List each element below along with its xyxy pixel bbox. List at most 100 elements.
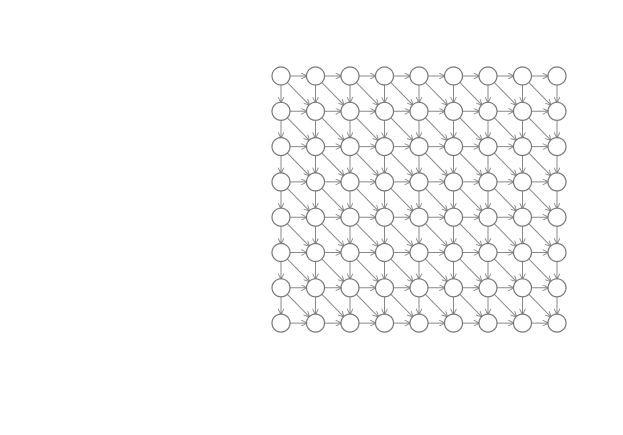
- node: [271, 66, 291, 86]
- node: [374, 313, 395, 333]
- edge: [321, 187, 344, 210]
- node: [443, 101, 464, 121]
- edge: [390, 152, 413, 175]
- node: [443, 278, 464, 298]
- node: [340, 313, 360, 333]
- node: [512, 137, 533, 157]
- node: [443, 172, 464, 192]
- node: [443, 137, 464, 157]
- node: [305, 66, 326, 86]
- node: [409, 66, 429, 86]
- node: [547, 313, 567, 333]
- edge: [286, 82, 309, 104]
- node: [305, 172, 326, 192]
- node: [547, 137, 567, 157]
- edge: [355, 293, 378, 316]
- node: [512, 242, 533, 263]
- node: [478, 242, 498, 263]
- node: [374, 207, 395, 227]
- edge: [321, 152, 344, 175]
- node: [340, 207, 360, 227]
- node: [443, 313, 464, 333]
- node: [340, 101, 360, 121]
- node: [478, 172, 498, 192]
- edge: [459, 187, 482, 210]
- edge: [424, 187, 447, 210]
- node: [478, 66, 498, 86]
- edge: [390, 223, 413, 246]
- edge: [321, 117, 344, 140]
- edge: [528, 152, 551, 175]
- node: [409, 313, 429, 333]
- edge: [424, 293, 447, 316]
- edge: [390, 82, 413, 104]
- node: [512, 207, 533, 227]
- node: [547, 278, 567, 298]
- node: [305, 101, 326, 121]
- edge: [355, 117, 378, 140]
- node: [340, 66, 360, 86]
- edge: [459, 82, 482, 104]
- edge: [286, 117, 309, 140]
- edge: [390, 258, 413, 281]
- node: [547, 242, 567, 263]
- node: [409, 207, 429, 227]
- edge: [459, 152, 482, 175]
- edge: [528, 223, 551, 246]
- edge: [390, 187, 413, 210]
- node: [443, 242, 464, 263]
- node: [409, 101, 429, 121]
- edge: [321, 82, 344, 104]
- node: [443, 66, 464, 86]
- node: [271, 137, 291, 157]
- edge: [528, 82, 551, 104]
- node: [478, 313, 498, 333]
- node: [340, 172, 360, 192]
- node: [305, 207, 326, 227]
- edge: [355, 223, 378, 246]
- edge: [493, 223, 516, 246]
- edge: [321, 223, 344, 246]
- edge: [424, 223, 447, 246]
- node: [512, 66, 533, 86]
- edge: [528, 293, 551, 316]
- node: [478, 137, 498, 157]
- edge: [493, 82, 516, 104]
- edge: [528, 117, 551, 140]
- node: [271, 278, 291, 298]
- node: [374, 101, 395, 121]
- node: [340, 242, 360, 263]
- node: [512, 101, 533, 121]
- node: [340, 137, 360, 157]
- node: [305, 278, 326, 298]
- edge: [355, 187, 378, 210]
- node: [512, 313, 533, 333]
- edge: [459, 117, 482, 140]
- node: [547, 101, 567, 121]
- edge: [321, 258, 344, 281]
- node: [443, 207, 464, 227]
- edge: [493, 293, 516, 316]
- edge: [424, 82, 447, 104]
- node: [340, 278, 360, 298]
- node: [374, 278, 395, 298]
- node: [409, 278, 429, 298]
- edge: [493, 152, 516, 175]
- node: [409, 242, 429, 263]
- node: [409, 172, 429, 192]
- edge: [355, 82, 378, 104]
- node: [305, 313, 326, 333]
- edge: [493, 187, 516, 210]
- node: [409, 137, 429, 157]
- edge: [459, 223, 482, 246]
- node: [478, 207, 498, 227]
- edge: [528, 258, 551, 281]
- node: [305, 242, 326, 263]
- edge: [493, 258, 516, 281]
- node: [374, 66, 395, 86]
- edge: [286, 223, 309, 246]
- node: [374, 172, 395, 192]
- node: [271, 313, 291, 333]
- edge: [390, 293, 413, 316]
